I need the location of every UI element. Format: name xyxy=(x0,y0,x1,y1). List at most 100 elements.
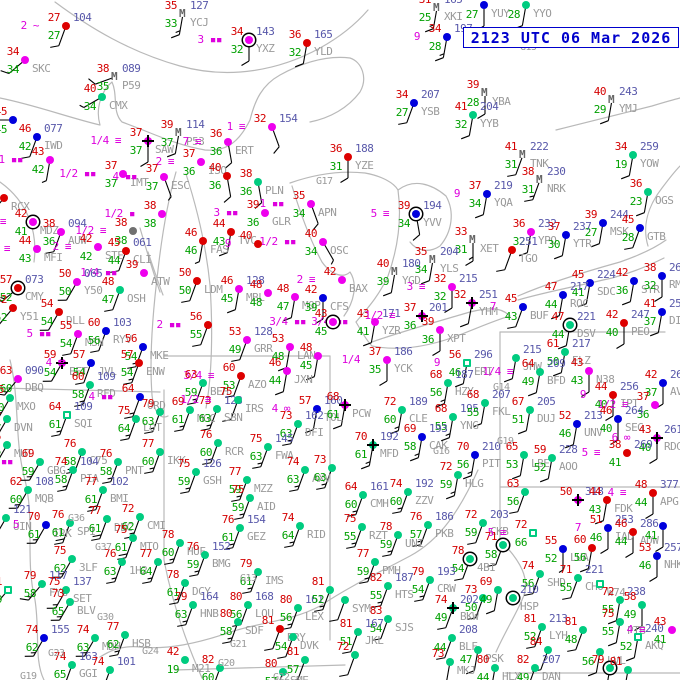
wind-barb xyxy=(64,667,72,680)
station-dewpoint: 57 xyxy=(0,423,2,434)
station-dewpoint: 53 xyxy=(222,379,236,392)
sky-cover-icon xyxy=(235,285,243,293)
station-dewpoint: 44 xyxy=(614,535,628,548)
sky-cover-icon xyxy=(449,413,457,421)
sky-cover-icon xyxy=(264,443,272,451)
station-pressure: 254 xyxy=(669,297,680,310)
station-id: MTO xyxy=(140,540,159,553)
station-temperature: 42 xyxy=(304,283,318,296)
station-temperature: 73 xyxy=(464,583,478,596)
wind-barb xyxy=(91,521,107,541)
sky-cover-icon xyxy=(139,343,147,351)
station-temperature: 77 xyxy=(84,475,98,488)
station-temperature: 44 xyxy=(594,380,608,393)
station-id: HLX xyxy=(502,670,521,680)
station-temperature: 44 xyxy=(588,485,602,498)
station-id: RDG xyxy=(664,440,680,453)
wind-barb xyxy=(124,399,140,419)
wind-barb xyxy=(472,405,486,428)
sky-cover-icon xyxy=(33,245,41,253)
station-temperature: 38 xyxy=(643,261,657,274)
sky-cover-icon xyxy=(63,411,71,419)
station-pressure: 232 xyxy=(538,217,557,230)
station-dewpoint: 55 xyxy=(434,420,448,433)
station-temperature: 64 xyxy=(48,400,62,413)
wind-barb xyxy=(192,327,208,347)
station-dewpoint: 66 xyxy=(514,536,528,549)
station-id: YHM xyxy=(479,305,498,318)
station-dewpoint: 36 xyxy=(403,319,417,332)
station-pressure: 204 xyxy=(440,245,459,258)
wind-gust-label: G19 xyxy=(497,436,514,447)
station-temperature: 72 xyxy=(121,502,135,515)
wind-barb xyxy=(102,464,118,484)
station-visibility-weather: 4 ≡ xyxy=(45,356,65,369)
station-temperature: 81 xyxy=(523,612,537,625)
wind-barb xyxy=(527,374,541,397)
station-pressure: 377 xyxy=(660,478,679,491)
sky-cover-icon xyxy=(586,279,594,287)
station-temperature: 76 xyxy=(199,428,213,441)
station-visibility-weather: 3/4 ▪▪ xyxy=(269,315,306,328)
station-visibility-weather: 9 xyxy=(224,237,232,250)
wind-barb xyxy=(649,314,663,337)
station-id: ZZV xyxy=(415,494,434,507)
station-dewpoint: 55 xyxy=(559,581,573,594)
station-visibility-weather: 9 xyxy=(453,187,461,200)
station-temperature: 56 xyxy=(189,310,203,323)
station-temperature: 75 xyxy=(249,432,263,445)
wind-barb xyxy=(655,529,664,552)
sky-cover-icon xyxy=(245,36,253,44)
wind-gust-label: G19 xyxy=(20,671,37,680)
station-temperature: 63 xyxy=(0,364,13,377)
wind-barb xyxy=(558,552,564,573)
station-dewpoint: 37 xyxy=(160,136,174,149)
sky-cover-icon xyxy=(469,111,477,119)
station-id: 3LF xyxy=(79,561,98,574)
station-id: YTR xyxy=(573,237,592,250)
wind-barb xyxy=(435,385,449,408)
sky-cover-icon xyxy=(243,476,251,484)
station-id: 4BI xyxy=(477,561,496,574)
station-id: YCJ xyxy=(190,16,209,29)
sky-cover-icon xyxy=(313,405,321,413)
station-temperature: 64 xyxy=(121,382,135,395)
station-dewpoint: 57 xyxy=(409,528,423,541)
station-id: MZZ xyxy=(254,482,273,495)
station-temperature: 75 xyxy=(114,523,128,536)
station-id: PIA xyxy=(80,472,99,485)
wind-barb xyxy=(599,102,613,125)
station-temperature: 75 xyxy=(117,404,131,417)
sky-cover-icon xyxy=(359,491,367,499)
station-pressure: 192 xyxy=(380,430,399,443)
wind-barb xyxy=(225,378,241,398)
sky-cover-missing-icon: M xyxy=(175,126,182,139)
station-temperature: 52 xyxy=(558,409,572,422)
station-pressure: 266 xyxy=(670,368,680,381)
wind-barb xyxy=(54,525,70,545)
station-visibility-weather: 7 xyxy=(574,521,582,534)
station-visibility-weather: 1/2 ≡ xyxy=(75,224,106,237)
station-visibility-weather: 9 xyxy=(433,356,441,369)
sky-cover-icon xyxy=(412,210,420,218)
wind-barb xyxy=(590,225,604,248)
station-dewpoint: 52 xyxy=(0,291,13,304)
sky-cover-icon xyxy=(463,359,471,367)
station-dewpoint: 46 xyxy=(589,531,603,544)
sky-cover-icon xyxy=(66,598,74,606)
sky-cover-icon xyxy=(68,661,76,669)
wind-barb xyxy=(509,494,525,514)
station-id: IRK xyxy=(53,527,72,540)
station-pressure: 237 xyxy=(573,220,592,233)
station-dewpoint: 40 xyxy=(605,326,619,339)
wind-barb xyxy=(174,412,190,432)
station-temperature: 68 xyxy=(429,368,443,381)
station-temperature: 50 xyxy=(178,266,192,279)
station-id: YZR xyxy=(382,324,401,337)
sky-cover-icon xyxy=(296,522,304,530)
station-temperature: 48 xyxy=(299,341,313,354)
wind-barb xyxy=(503,360,517,383)
station-temperature: 38 xyxy=(143,199,157,212)
wind-gust-label: G16 xyxy=(433,446,450,457)
sky-cover-icon xyxy=(254,568,262,576)
